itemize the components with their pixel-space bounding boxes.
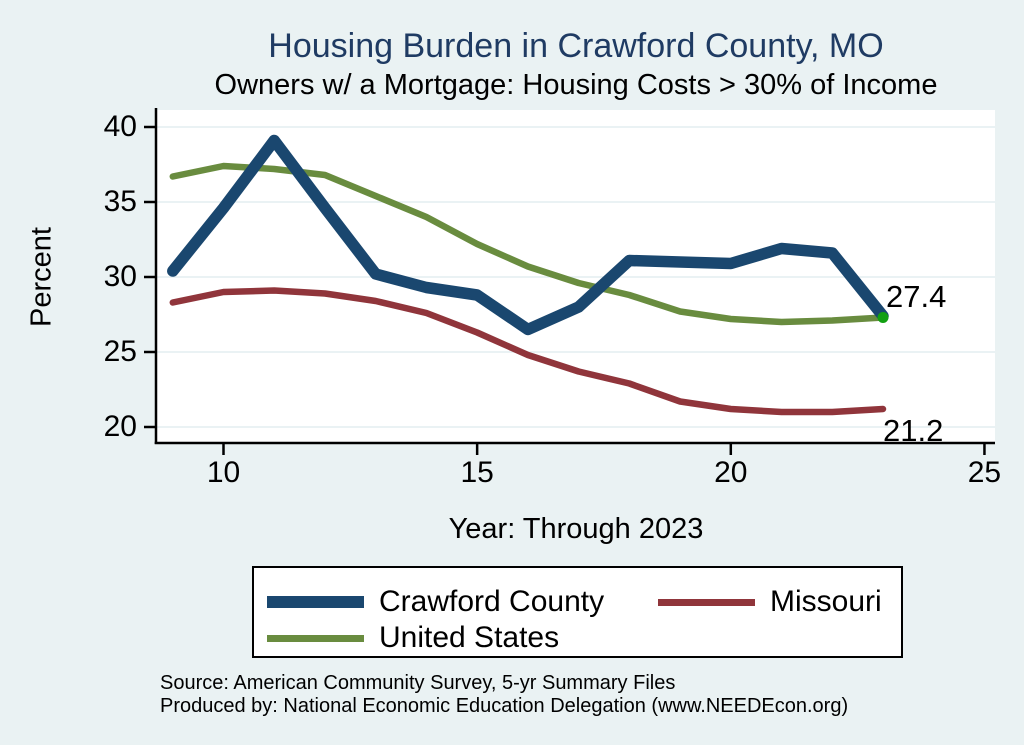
x-tick-label-25: 25 (967, 456, 1002, 489)
y-tick-label-40: 40 (103, 110, 137, 143)
series-line-crawford-county (167, 134, 889, 336)
y-tick-label-30: 30 (103, 260, 137, 293)
x-tick-label-10: 10 (206, 456, 241, 489)
end-value-label-crawford-county: 27.4 (886, 279, 947, 314)
legend-item-crawford-county: Crawford County (267, 584, 604, 620)
x-tick-label-20: 20 (714, 456, 748, 489)
legend-label-united-states: United States (379, 621, 560, 654)
y-tick-label-25: 25 (103, 335, 137, 368)
legend-swatch-united-states (267, 634, 364, 642)
legend-swatch-missouri (658, 598, 755, 606)
plot-background (157, 110, 995, 443)
chart-title: Housing Burden in Crawford County, MO (268, 27, 884, 65)
series-line-missouri (169, 287, 887, 416)
end-value-label-missouri: 21.2 (883, 413, 944, 448)
produced-by-line: Produced by: National Economic Education… (160, 695, 849, 717)
legend-item-united-states: United States (267, 620, 559, 656)
y-tick-label-35: 35 (103, 185, 137, 218)
series-line-united-states (169, 162, 887, 326)
x-tick-label-15: 15 (460, 456, 494, 489)
legend-swatch-crawford-county (267, 596, 364, 608)
source-note: Source: American Community Survey, 5-yr … (160, 672, 848, 718)
y-axis-title: Percent (25, 227, 58, 327)
legend-label-crawford-county: Crawford County (379, 585, 605, 618)
x-axis-title: Year: Through 2023 (448, 513, 704, 545)
y-tick-label-20: 20 (103, 410, 137, 443)
legend: Crawford County Missouri United States (252, 566, 903, 658)
source-line: Source: American Community Survey, 5-yr … (160, 672, 676, 694)
legend-item-missouri: Missouri (658, 584, 882, 620)
legend-label-missouri: Missouri (770, 585, 882, 618)
chart-subtitle: Owners w/ a Mortgage: Housing Costs > 30… (214, 69, 938, 101)
